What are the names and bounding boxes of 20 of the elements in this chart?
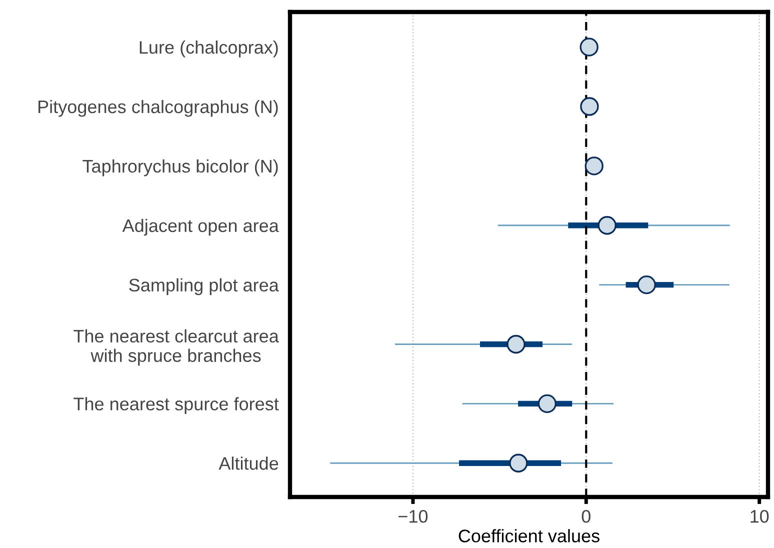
x-tick-label: −10 [398, 510, 428, 523]
x-axis-title: Coefficient values [458, 529, 600, 542]
point [509, 454, 528, 472]
point [538, 394, 557, 414]
point [584, 156, 604, 176]
point [580, 38, 598, 56]
point [580, 97, 599, 116]
y-tick-label: The nearest clearcut area with spruce branches [74, 329, 279, 366]
y-tick-label: Lure (chalcoprax) [140, 40, 278, 58]
x-tick-label: 0 [582, 510, 590, 523]
y-tick-label: Sampling plot area [129, 278, 279, 296]
x-tick-label: 10 [750, 510, 769, 523]
y-tick-label: Adjacent open area [122, 218, 279, 236]
point [506, 334, 526, 354]
y-tick-label: Altitude [218, 456, 278, 470]
y-tick-label: Taphrorychus bicolor (N) [82, 159, 278, 176]
y-tick-label: Pityogenes chalcographus (N) [38, 100, 278, 117]
y-tick-label: The nearest spurce forest [74, 397, 279, 414]
point [598, 216, 616, 235]
point [637, 275, 656, 294]
